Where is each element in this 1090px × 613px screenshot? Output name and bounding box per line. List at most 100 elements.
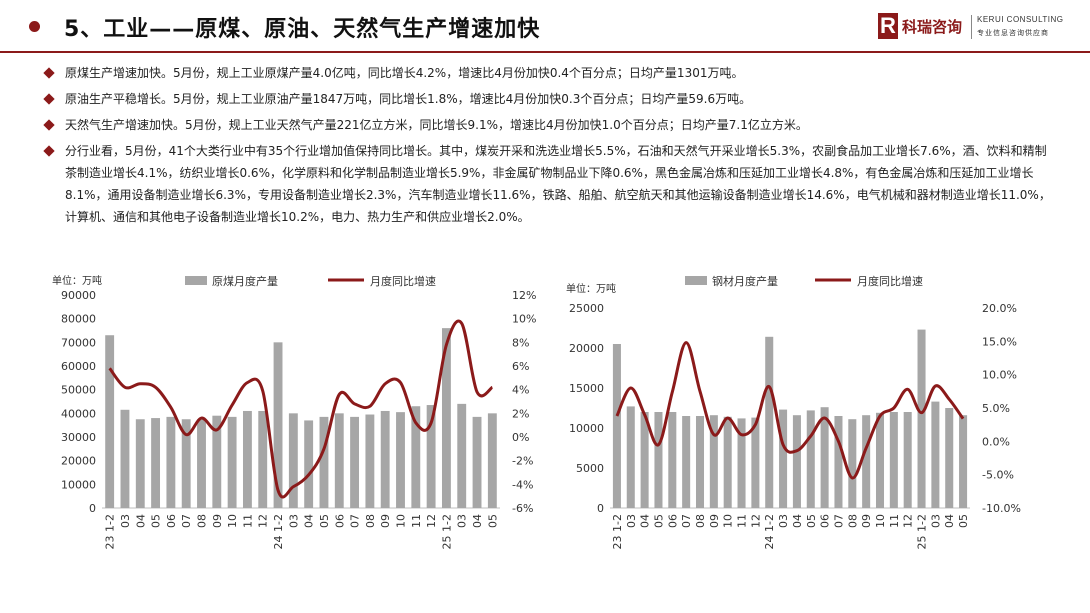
y-right-tick-label: -2% — [512, 455, 533, 468]
legend-bar-swatch — [185, 276, 207, 285]
y-left-tick-label: 90000 — [61, 289, 96, 302]
bar — [105, 335, 115, 508]
legend-line-label: 月度同比增速 — [857, 274, 923, 288]
logo-mark-icon: R — [878, 13, 898, 39]
x-tick-label: 05 — [805, 514, 818, 528]
y-right-tick-label: 8% — [512, 336, 529, 349]
y-right-tick-label: 10.0% — [982, 369, 1017, 382]
y-left-tick-label: 0 — [89, 502, 96, 515]
bar — [197, 419, 206, 508]
x-tick-label: 09 — [379, 514, 392, 528]
bar — [319, 416, 329, 508]
y-right-tick-label: 15.0% — [982, 335, 1017, 348]
unit-label: 单位：万吨 — [52, 274, 102, 287]
coal-production-chart: 单位：万吨 原煤月度产量 月度同比增速 0 10000 20000 30000 40000 50… — [50, 265, 540, 595]
diamond-bullet-icon — [43, 67, 55, 79]
y-left-tick-label: 5000 — [576, 462, 604, 475]
x-tick-label: 08 — [694, 514, 707, 528]
unit-label: 单位：万吨 — [566, 282, 616, 295]
x-tick-label: 04 — [471, 514, 484, 528]
legend-bar-label: 原煤月度产量 — [212, 274, 278, 288]
x-tick-label: 25 1-2 — [440, 514, 453, 549]
y-right-tick-label: -5.0% — [982, 469, 1014, 482]
y-left-tick-label: 10000 — [569, 422, 604, 435]
y-left-tick-label: 20000 — [569, 342, 604, 355]
diamond-bullet-icon — [43, 119, 55, 131]
x-tick-label: 25 1-2 — [916, 514, 929, 549]
bar — [457, 403, 467, 508]
bar — [848, 419, 857, 508]
bullet-text: 分行业看，5月份，41个大类行业中有35个行业增加值保持同比增长。其中，煤炭开采… — [65, 144, 1051, 224]
logo-divider — [971, 15, 972, 39]
bar — [931, 401, 940, 508]
bar — [365, 414, 375, 508]
x-tick-label: 09 — [708, 514, 721, 528]
bar — [695, 416, 705, 508]
bar — [411, 406, 421, 508]
y-right-tick-label: 2% — [512, 407, 529, 420]
bar — [258, 410, 268, 508]
bullet-item: 原油生产平稳增长。5月份，规上工业原油产量1847万吨，同比增长1.8%，增速比… — [43, 88, 1054, 110]
steel-production-chart: 单位：万吨 钢材月度产量 月度同比增速 0 5000 10000 15000 20000 250… — [560, 265, 1040, 595]
y-left-tick-label: 0 — [597, 502, 604, 515]
title-bullet-dot — [29, 21, 40, 32]
bar — [380, 410, 390, 508]
x-tick-label: 12 — [257, 514, 270, 528]
y-left-tick-label: 30000 — [61, 431, 96, 444]
header-divider — [0, 51, 1090, 53]
chart-legend: 钢材月度产量 月度同比增速 — [685, 274, 923, 288]
logo-english-name: KERUI CONSULTING — [977, 15, 1064, 24]
x-tick-label: 23 1-2 — [611, 514, 624, 549]
bar — [396, 412, 405, 508]
x-tick-label: 24 1-2 — [763, 514, 776, 549]
bar — [834, 416, 843, 508]
bullet-item: 天然气生产增速加快。5月份，规上工业天然气产量221亿立方米，同比增长9.1%，… — [43, 114, 1054, 136]
legend-bar-swatch — [685, 276, 707, 285]
bar — [668, 412, 677, 508]
bar — [737, 418, 746, 508]
bar — [151, 418, 161, 508]
x-tick-label: 04 — [791, 514, 804, 528]
y-right-tick-label: 0.0% — [982, 435, 1010, 448]
y-left-tick-label: 15000 — [569, 382, 604, 395]
bar — [441, 328, 451, 508]
y-left-tick-label: 60000 — [61, 360, 96, 373]
y-right-tick-label: -4% — [512, 478, 533, 491]
y-right-tick-label: 0% — [512, 431, 529, 444]
x-tick-label: 07 — [349, 514, 362, 528]
y-left-tick-label: 25000 — [569, 302, 604, 315]
x-tick-label: 05 — [318, 514, 331, 528]
bar — [917, 329, 926, 508]
bar — [181, 419, 191, 508]
x-tick-label: 07 — [180, 514, 193, 528]
x-tick-label: 03 — [625, 514, 638, 528]
x-tick-label: 03 — [929, 514, 942, 528]
header-bar: 5、工业——原煤、原油、天然气生产增速加快 R 科瑞咨询 KERUI CONSU… — [0, 0, 1090, 53]
x-tick-label: 03 — [287, 514, 300, 528]
y-right-tick-label: 12% — [512, 289, 536, 302]
logo-tagline: 专业信息咨询供应商 — [977, 29, 1049, 37]
bar — [820, 407, 829, 508]
y-left-tick-label: 50000 — [61, 384, 96, 397]
bar — [959, 415, 968, 508]
y-left-tick-label: 10000 — [61, 478, 96, 491]
bar — [682, 416, 691, 508]
x-tick-label: 07 — [832, 514, 845, 528]
y-right-tick-label: 20.0% — [982, 302, 1017, 315]
x-tick-label: 11 — [241, 514, 254, 528]
bullet-item: 分行业看，5月份，41个大类行业中有35个行业增加值保持同比增长。其中，煤炭开采… — [43, 140, 1054, 228]
logo-chinese-name: 科瑞咨询 — [902, 18, 963, 36]
bar — [889, 412, 898, 508]
bar — [765, 336, 774, 508]
x-tick-label: 12 — [425, 514, 438, 528]
x-tick-label: 12 — [902, 514, 915, 528]
bar — [350, 416, 360, 508]
chart-svg: 单位：万吨 钢材月度产量 月度同比增速 0 5000 10000 15000 20000 250… — [566, 274, 1021, 549]
bar — [626, 406, 635, 508]
x-tick-label: 24 1-2 — [272, 514, 285, 549]
x-tick-label: 09 — [211, 514, 224, 528]
bar — [166, 416, 176, 508]
bar — [640, 412, 649, 508]
bar — [751, 417, 760, 508]
x-tick-label: 11 — [888, 514, 901, 528]
